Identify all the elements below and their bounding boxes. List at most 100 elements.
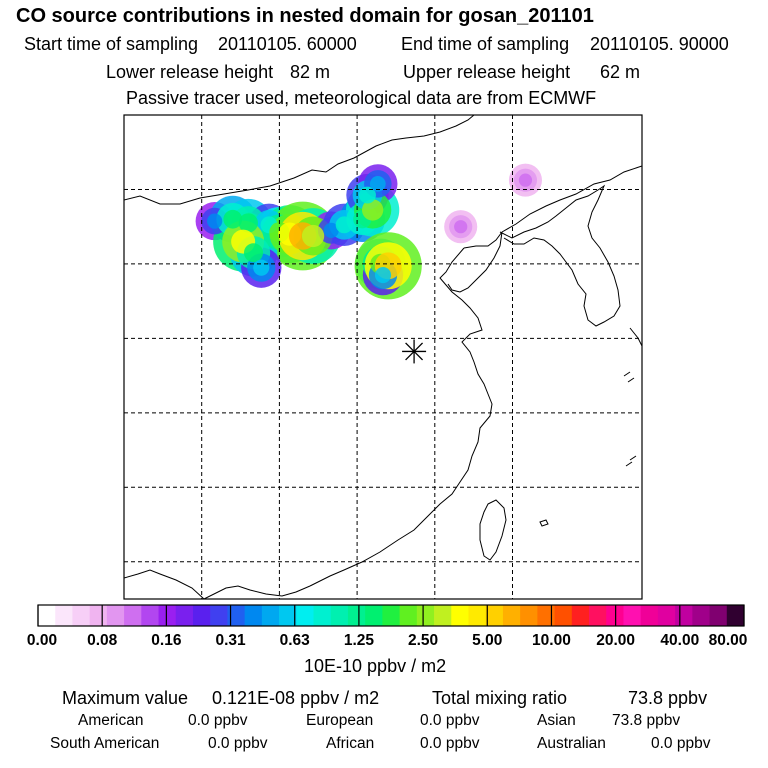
- colorbar-segment: [227, 605, 246, 626]
- mongolia-border: [124, 115, 475, 205]
- field-cell: [243, 243, 264, 263]
- asian-label: Asian: [537, 712, 576, 729]
- field-cell: [369, 176, 386, 192]
- colorbar-segment: [657, 605, 676, 626]
- colorbar-segment: [55, 605, 73, 626]
- australian-value: 0.0 ppbv: [651, 735, 711, 752]
- colorbar-segment: [623, 605, 642, 626]
- colorbar-segment: [279, 605, 297, 626]
- colorbar-segment: [330, 605, 349, 626]
- field-cell: [253, 259, 270, 276]
- receptor-marker: [402, 339, 427, 364]
- colorbar-segment: [296, 605, 314, 626]
- field-cell: [454, 220, 468, 234]
- total-mixing-label: Total mixing ratio: [432, 688, 568, 708]
- european-value: 0.0 ppbv: [420, 712, 480, 729]
- colorbar-segment: [347, 605, 366, 626]
- field-cell: [238, 213, 258, 233]
- colorbar-segment: [124, 605, 142, 626]
- south-american-label: South American: [50, 735, 160, 752]
- japan-kyushu: [629, 327, 642, 347]
- colorbar-tick-label: 10.00: [532, 632, 571, 649]
- inland-border-sw: [124, 569, 205, 599]
- lat-lon-grid: [124, 115, 642, 599]
- field-cell: [361, 199, 384, 221]
- colorbar-segment: [158, 605, 177, 626]
- receptor-ray: [405, 342, 424, 361]
- colorbar-segment: [210, 605, 228, 626]
- colorbar-segment: [192, 605, 211, 626]
- coastlines: [124, 115, 642, 599]
- end-time-label: End time of sampling: [401, 34, 570, 54]
- south-coast: [203, 585, 311, 599]
- field-cell: [223, 209, 243, 229]
- asian-value: 73.8 ppbv: [612, 712, 681, 729]
- colorbar-tick-label: 80.00: [708, 632, 748, 649]
- african-value: 0.0 ppbv: [420, 735, 480, 752]
- colorbar-tick-label: 0.16: [151, 632, 182, 649]
- european-label: European: [306, 712, 374, 729]
- total-mixing-value: 73.8 ppbv: [628, 688, 708, 708]
- south-american-value: 0.0 ppbv: [208, 735, 268, 752]
- korea-coastline: [499, 184, 621, 327]
- max-value: 0.121E-08 ppbv / m2: [212, 688, 380, 708]
- colorbar-unit: 10E-10 ppbv / m2: [304, 656, 447, 676]
- colorbar-segment: [709, 605, 728, 626]
- colorbar-tick-label: 0.00: [26, 632, 58, 649]
- colorbar-segment: [675, 605, 693, 626]
- colorbar-tick-label: 20.00: [596, 632, 636, 649]
- colorbar: [37, 604, 745, 627]
- taiwan-outline: [479, 499, 507, 561]
- korea-china-border: [501, 165, 642, 233]
- colorbar-segment: [416, 605, 435, 626]
- colorbar-segment: [399, 605, 418, 626]
- jeju-island: [539, 519, 549, 527]
- colorbar-segment: [589, 605, 607, 626]
- colorbar-segment: [89, 605, 108, 626]
- field-cell: [374, 267, 392, 284]
- colorbar-segment: [38, 605, 56, 626]
- colorbar-segment: [175, 605, 194, 626]
- colorbar-segment: [106, 605, 125, 626]
- colorbar-segment: [261, 605, 280, 626]
- colorbar-segment: [313, 605, 332, 626]
- colorbar-tick-label: 0.63: [279, 632, 310, 649]
- american-value: 0.0 ppbv: [188, 712, 248, 729]
- chart-subtitle: Passive tracer used, meteorological data…: [126, 88, 597, 108]
- colorbar-segment: [434, 605, 452, 626]
- field-cell: [323, 222, 339, 239]
- colorbar-tick-label: 0.08: [87, 632, 118, 649]
- field-cell: [207, 213, 223, 229]
- field-cell: [335, 216, 353, 234]
- colorbar-tick-label: 0.31: [215, 632, 246, 649]
- colorbar-segment: [141, 605, 159, 626]
- start-time-label: Start time of sampling: [24, 34, 199, 54]
- max-value-label: Maximum value: [62, 688, 189, 708]
- field-cell: [518, 173, 533, 187]
- colorbar-segment: [382, 605, 401, 626]
- colorbar-segment: [726, 605, 745, 626]
- colorbar-segment: [485, 605, 504, 626]
- colorbar-segment: [520, 605, 538, 626]
- colorbar-segment: [451, 605, 469, 626]
- japan-islands: [623, 371, 637, 467]
- start-time-value: 20110105. 60000: [218, 34, 357, 54]
- end-time-value: 20110105. 90000: [590, 34, 729, 54]
- colorbar-segment: [502, 605, 521, 626]
- colorbar-tick-label: 40.00: [660, 632, 700, 649]
- colorbar-segment: [468, 605, 487, 626]
- field-cell: [358, 186, 376, 204]
- colorbar-segment: [537, 605, 555, 626]
- lower-height-value: 82 m: [290, 62, 331, 82]
- concentration-field: [195, 163, 542, 300]
- china-coastline: [309, 247, 493, 587]
- colorbar-tick-label: 5.00: [472, 632, 503, 649]
- liaodong-coastline: [447, 231, 503, 293]
- american-label: American: [78, 712, 144, 729]
- lower-height-label: Lower release height: [106, 62, 274, 82]
- map-frame: [123, 114, 643, 600]
- colorbar-segment: [571, 605, 590, 626]
- upper-height-value: 62 m: [600, 62, 641, 82]
- african-label: African: [326, 735, 375, 752]
